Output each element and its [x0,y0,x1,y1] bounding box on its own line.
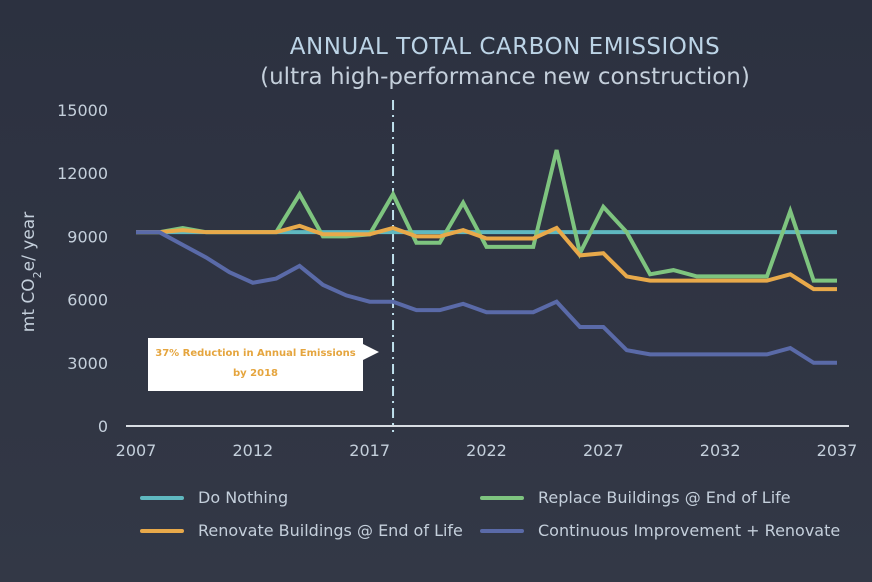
x-tick-label: 2022 [466,441,507,460]
annotation-line-1: 37% Reduction in Annual Emissions [155,348,356,359]
legend-label: Continuous Improvement + Renovate [538,521,841,540]
chart-title: ANNUAL TOTAL CARBON EMISSIONS [289,34,721,60]
annotation-callout: 37% Reduction in Annual Emissions by 201… [148,338,379,391]
y-axis-label: mt CO2e/ year [19,212,44,332]
legend-item: Renovate Buildings @ End of Life [140,521,463,540]
y-tick-label: 6000 [67,291,108,310]
y-tick-label: 0 [98,417,108,436]
series-line-3 [136,230,837,365]
y-tick-label: 3000 [67,354,108,373]
x-tick-label: 2007 [116,441,157,460]
x-tick-label: 2037 [817,441,858,460]
legend-swatch [140,495,184,500]
legend-swatch [480,495,524,500]
chart-subtitle: (ultra high-performance new construction… [260,64,750,90]
legend-label: Do Nothing [198,488,289,507]
y-tick-label: 15000 [57,101,108,120]
y-tick-label: 12000 [57,164,108,183]
legend-swatch [480,528,524,533]
legend-item: Replace Buildings @ End of Life [480,488,791,507]
legend-item: Do Nothing [140,488,288,507]
x-tick-label: 2017 [349,441,390,460]
x-tick-label: 2012 [232,441,273,460]
y-tick-label: 9000 [67,227,108,246]
series-line-1 [136,149,837,283]
x-tick-label: 2027 [583,441,624,460]
legend-item: Continuous Improvement + Renovate [480,521,840,540]
legend-label: Renovate Buildings @ End of Life [198,521,463,540]
series-line-2 [136,223,837,292]
x-tick-label: 2032 [700,441,741,460]
legend-label: Replace Buildings @ End of Life [538,488,791,507]
annotation-line-2: by 2018 [233,368,278,379]
legend-swatch [140,528,184,533]
